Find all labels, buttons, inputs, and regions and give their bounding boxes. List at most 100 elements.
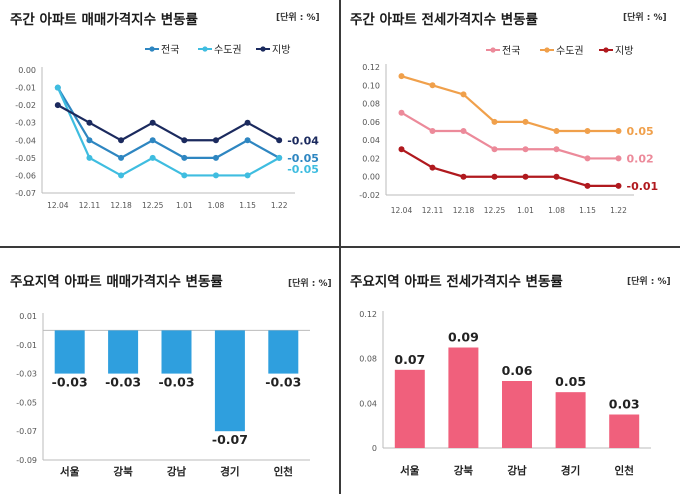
legend-swatch-marker [149,46,155,52]
data-point [181,137,188,144]
x-tick-label: 12.18 [453,206,475,215]
data-point [86,119,93,126]
bar-value-label: -0.03 [105,375,141,390]
x-tick-label: 경기 [220,465,239,478]
data-point [522,173,529,180]
y-tick-label: 0.12 [362,63,380,72]
y-tick-label: 0.01 [19,312,37,321]
y-tick-label: -0.04 [15,136,36,145]
data-point [149,137,156,144]
y-tick-label: 0.00 [18,66,36,75]
data-point [244,137,251,144]
region-jeonse-chart: 0.12 0.08 0.04 0 0.07 서울 0.09 강북 0.06 강남 0.05 경기 0.0… [359,310,651,477]
x-tick-label: 12.11 [79,201,101,210]
data-point [181,172,188,179]
x-tick-label: 강남 [507,464,527,477]
x-tick-label: 서울 [400,464,420,477]
chart-title: 주요지역 아파트 매매가격지수 변동률 [10,274,223,290]
data-point [553,146,560,153]
data-point [118,172,125,179]
data-point [276,154,283,161]
end-value-label: -0.05 [287,152,319,165]
legend-label: 수도권 [214,44,242,56]
bar [502,381,532,448]
data-point [212,154,219,161]
y-tick-label: 0.12 [359,310,377,319]
x-tick-label: 강북 [113,465,133,478]
series-line [400,148,619,187]
y-tick-label: -0.07 [16,427,37,436]
x-tick-label: 강북 [454,464,474,477]
chart-title: 주요지역 아파트 전세가격지수 변동률 [350,274,563,290]
unit-label: [단위 : %] [623,13,667,23]
data-point [460,91,467,98]
data-point [522,118,529,125]
y-tick-label: -0.07 [15,189,36,198]
end-value-label: -0.05 [287,163,319,176]
bar [108,330,139,374]
data-point [244,172,251,179]
legend-swatch-marker [202,46,208,52]
data-point [212,137,219,144]
bar [214,330,245,432]
end-value-label: 0.05 [627,125,654,138]
y-tick-label: 0 [372,444,377,453]
data-point [429,128,436,134]
legend-label: 지방 [615,45,633,57]
bar-value-label: -0.07 [212,432,248,447]
data-point [584,128,591,134]
bar-value-label: -0.03 [265,375,301,390]
x-tick-label: 12.11 [422,206,444,215]
y-tick-label: -0.09 [16,456,37,465]
end-value-label: 0.02 [627,152,654,165]
bar-value-label: 0.06 [502,363,533,378]
data-point [522,146,529,153]
data-point [398,109,405,116]
data-point [584,155,591,162]
series-line [400,111,619,160]
x-tick-label: 12.25 [484,206,506,215]
x-tick-label: 강남 [167,465,187,478]
y-tick-label: -0.02 [15,101,36,110]
bar [161,330,192,374]
legend-label: 전국 [161,44,179,56]
data-point [553,128,560,134]
x-tick-label: 1.22 [271,201,288,210]
data-point [118,137,125,144]
x-tick-label: 경기 [561,464,580,477]
data-point [54,102,61,109]
data-point [429,164,436,171]
legend-swatch-marker [260,46,266,52]
y-tick-label: 0.04 [362,136,380,145]
series-line [57,104,280,142]
legend-swatch-marker [603,47,609,53]
region-sale-chart: 0.01 -0.01 -0.03 -0.05 -0.07 -0.09 -0.03 서울 -0.0… [16,312,310,478]
data-point [149,154,156,161]
data-point [615,155,622,162]
data-point [460,173,467,180]
y-tick-label: 0.04 [359,399,377,408]
weekly-jeonse-panel: 주간 아파트 전세가격지수 변동률 [단위 : %] 0.12 0.10 0.08 0… [341,0,680,246]
series-line [401,75,619,133]
data-point [86,137,93,144]
x-tick-label: 12.04 [47,201,69,210]
legend-swatch-marker [544,47,550,53]
bar-value-label: 0.05 [555,374,586,389]
data-point [429,82,436,89]
x-tick-label: 1.15 [239,201,256,210]
data-point [244,119,251,126]
x-tick-label: 인천 [274,465,293,478]
data-point [491,173,498,180]
bar [394,369,425,448]
x-tick-label: 인천 [615,464,634,477]
x-tick-label: 12.25 [142,201,164,210]
chart-title: 주간 아파트 전세가격지수 변동률 [350,12,538,28]
y-tick-label: 0.06 [362,118,380,127]
x-tick-label: 1.22 [610,206,627,215]
data-point [615,182,622,189]
data-point [460,128,467,134]
region-sale-panel: 주요지역 아파트 매매가격지수 변동률 [단위 : %] 0.01 -0.01 -0… [0,248,339,494]
x-tick-label: 1.08 [548,206,565,215]
weekly-jeonse-chart: 0.12 0.10 0.08 0.06 0.04 0.02 0.00 -0.02 12.04 12… [359,45,658,215]
data-point [149,119,156,126]
